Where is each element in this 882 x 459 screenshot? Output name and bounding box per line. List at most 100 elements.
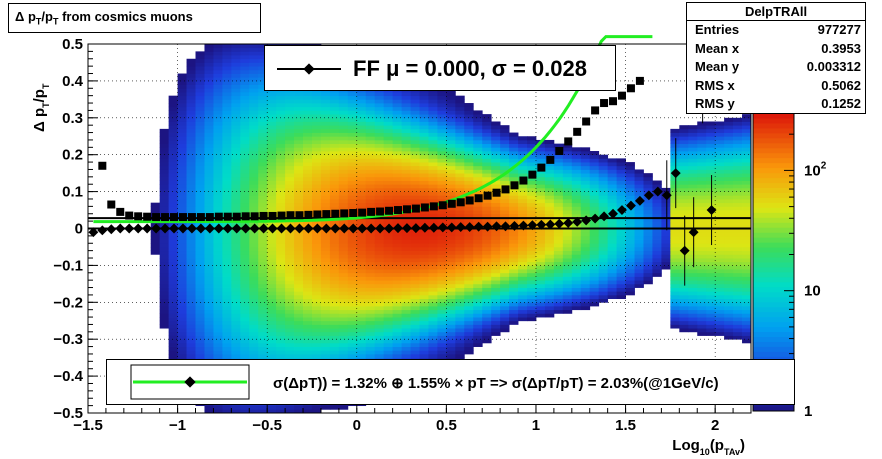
heatmap-cell [311,154,322,159]
heatmap-cell [473,283,483,288]
heatmap-cell [401,324,411,329]
heatmap-cell [589,250,600,255]
heatmap-cell [419,232,429,237]
heatmap-cell [580,151,591,156]
heatmap-cell [679,258,689,263]
heatmap-cell [294,165,304,170]
heatmap-cell [320,243,331,248]
heatmap-cell [383,173,394,178]
heatmap-cell [222,280,232,285]
heatmap-cell [437,136,447,141]
heatmap-cell [401,261,411,266]
heatmap-cell [589,280,600,285]
heatmap-cell [258,405,268,410]
heatmap-cell [347,106,358,111]
heatmap-cell [473,280,483,285]
heatmap-cell [464,232,474,237]
heatmap-cell [527,195,537,200]
heatmap-cell [598,269,609,274]
heatmap-cell [401,353,411,359]
heatmap-cell [724,169,734,174]
heatmap-cell [258,169,268,174]
heatmap-cell [365,165,376,170]
heatmap-cell [742,335,752,340]
heatmap-cell [168,353,178,359]
heatmap-cell [464,246,474,252]
heatmap-cell [365,125,376,130]
heatmap-cell [401,187,411,192]
heatmap-cell [410,235,420,240]
heatmap-cell [464,324,474,329]
heatmap-cell [267,324,277,329]
heatmap-cell [338,206,349,211]
heatmap-cell [598,239,609,244]
heatmap-cell [634,280,644,285]
heatmap-cell [589,151,600,156]
heatmap-cell [159,180,170,185]
heatmap-cell [195,110,205,115]
heatmap-cell [329,302,340,307]
heatmap-cell [518,243,528,248]
heatmap-cell [553,265,564,270]
heatmap-cell [303,258,313,263]
heatmap-cell [347,328,358,333]
heatmap-cell [580,202,591,207]
heatmap-cell [410,165,420,170]
heatmap-cell [616,272,626,277]
heatmap-cell [616,191,626,196]
heatmap-cell [267,180,277,185]
heatmap-cell [724,184,734,189]
heatmap-cell [625,239,635,244]
mean-marker [410,223,421,234]
heatmap-cell [347,165,358,170]
heatmap-cell [249,69,259,74]
heatmap-cell [679,235,689,240]
heatmap-cell [491,261,501,266]
heatmap-cell [329,99,340,104]
heatmap-cell [276,165,286,170]
heatmap-cell [500,243,510,248]
heatmap-cell [222,176,232,181]
heatmap-cell [715,261,725,266]
heatmap-cell [616,176,626,181]
heatmap-cell [150,210,161,215]
heatmap-cell [338,221,349,226]
heatmap-cell [679,320,689,325]
heatmap-cell [168,294,178,300]
heatmap-cell [186,114,196,119]
heatmap-cell [742,280,752,285]
heatmap-cell [258,176,268,181]
heatmap-cell [258,353,268,359]
heatmap-cell [204,180,214,185]
heatmap-cell [670,221,680,226]
heatmap-cell [428,180,438,185]
heatmap-cell [338,276,349,281]
heatmap-cell [679,317,689,322]
heatmap-cell [580,213,591,218]
heatmap-cell [535,151,546,156]
heatmap-cell [571,184,582,189]
heatmap-cell [571,283,582,288]
heatmap-cell [320,265,331,270]
heatmap-cell [195,305,205,311]
heatmap-cell [267,328,277,333]
heatmap-cell [222,232,232,237]
heatmap-cell [168,165,178,170]
heatmap-cell [437,128,447,133]
heatmap-cell [303,139,313,145]
heatmap-cell [177,147,187,152]
heatmap-cell [679,287,689,292]
heatmap-cell [195,147,205,152]
heatmap-cell [231,106,241,111]
heatmap-cell [437,261,447,266]
heatmap-cell [473,128,483,133]
heatmap-cell [428,276,438,281]
heatmap-cell [742,132,752,137]
heatmap-cell [598,265,609,270]
heatmap-cell [616,287,626,292]
heatmap-cell [213,305,223,311]
heatmap-cell [231,132,241,137]
heatmap-cell [222,147,232,152]
heatmap-cell [742,169,752,174]
heatmap-cell [500,143,510,148]
